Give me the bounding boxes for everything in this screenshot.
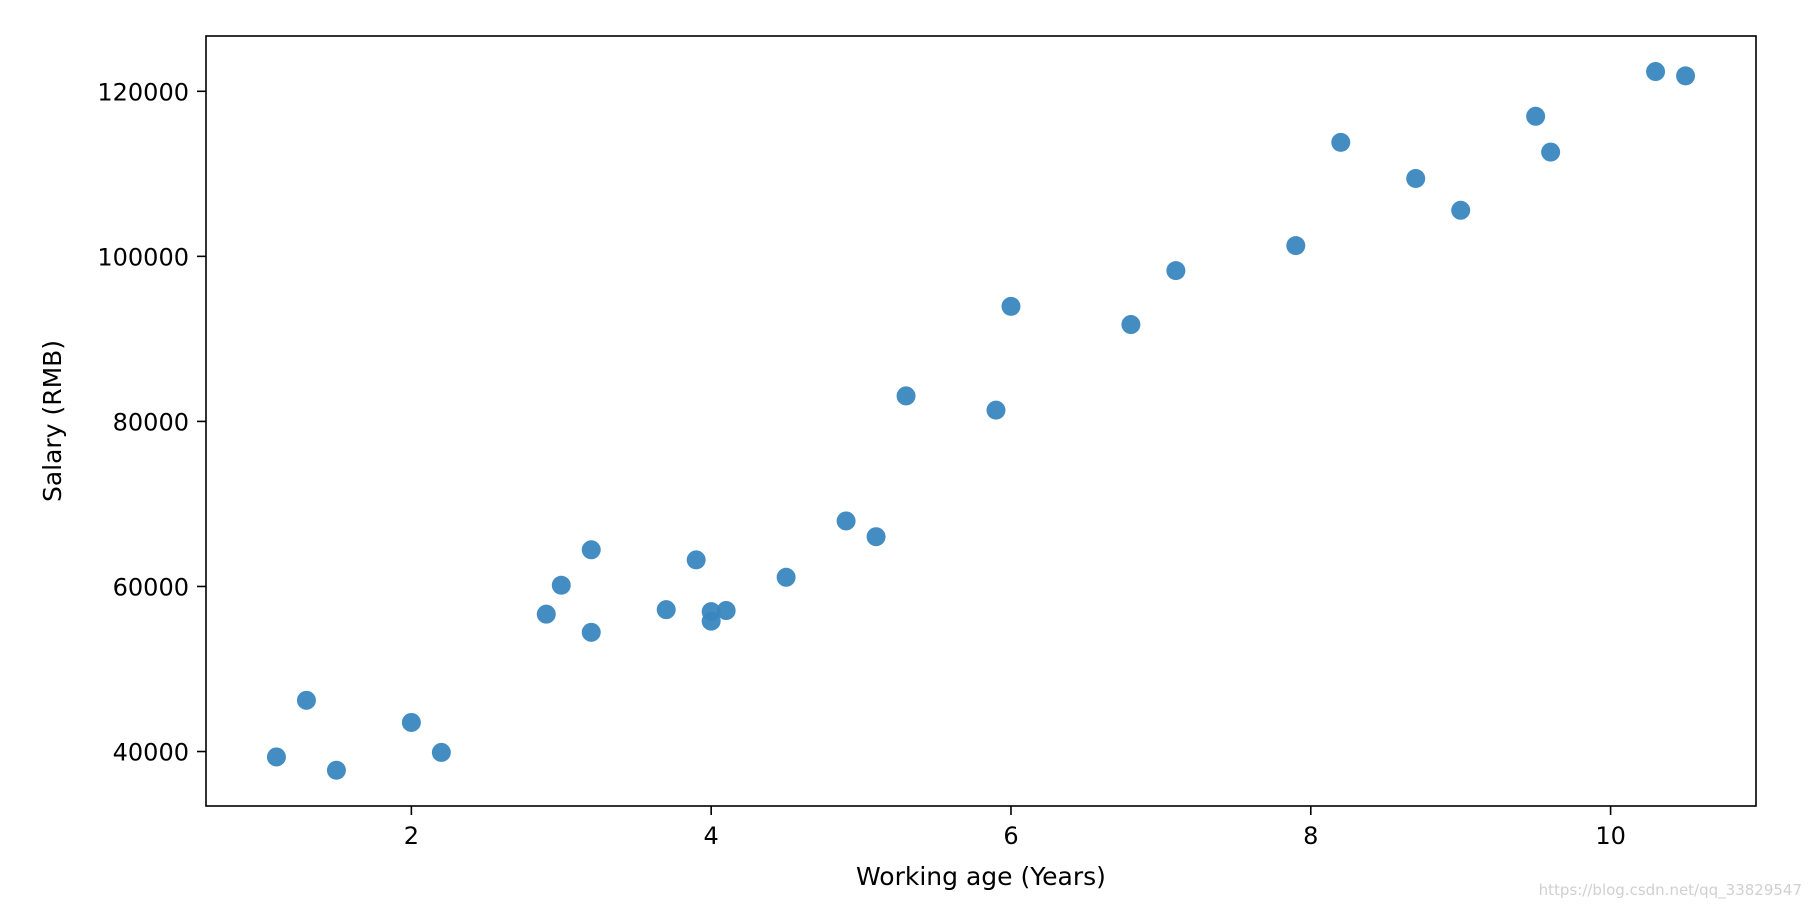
data-point	[296, 690, 316, 710]
y-axis: 40000 60000 80000 100000 120000	[97, 78, 206, 767]
data-point	[1541, 142, 1561, 162]
data-point	[1286, 236, 1306, 256]
data-point	[581, 622, 601, 642]
y-tick-label: 80000	[113, 408, 189, 436]
data-point	[776, 567, 796, 587]
y-tick-label: 120000	[97, 78, 189, 106]
data-point	[1121, 315, 1141, 335]
x-tick-label: 10	[1595, 822, 1626, 850]
data-point	[1451, 200, 1471, 220]
data-point	[581, 540, 601, 560]
data-point	[896, 386, 916, 406]
data-point	[536, 604, 556, 624]
data-point	[431, 742, 451, 762]
data-point	[1646, 62, 1666, 82]
x-tick-label: 6	[1003, 822, 1018, 850]
data-point	[1331, 132, 1351, 152]
x-tick-label: 2	[404, 822, 419, 850]
y-tick-label: 60000	[113, 573, 189, 601]
data-point	[986, 400, 1006, 420]
data-point	[1001, 296, 1021, 316]
data-point	[716, 601, 736, 621]
data-point	[266, 747, 286, 767]
data-point	[656, 600, 676, 620]
data-point	[701, 602, 721, 622]
x-tick-label: 4	[704, 822, 719, 850]
y-tick-label: 40000	[113, 739, 189, 767]
x-axis-label: Working age (Years)	[856, 862, 1106, 891]
x-tick-label: 8	[1303, 822, 1318, 850]
data-point	[1676, 66, 1696, 86]
data-point	[1166, 261, 1186, 281]
watermark-text: https://blog.csdn.net/qq_33829547	[1539, 881, 1802, 900]
data-point	[836, 511, 856, 531]
data-point	[1526, 106, 1546, 126]
data-point	[326, 760, 346, 780]
y-tick-label: 100000	[97, 243, 189, 271]
y-axis-label: Salary (RMB)	[38, 340, 67, 502]
data-points	[266, 62, 1696, 780]
data-point	[1406, 169, 1426, 189]
x-axis: 2 4 6 8 10	[404, 806, 1626, 850]
data-point	[866, 527, 886, 547]
data-point	[401, 712, 421, 732]
data-point	[686, 550, 706, 570]
data-point	[551, 575, 571, 595]
plot-frame	[205, 35, 1757, 807]
